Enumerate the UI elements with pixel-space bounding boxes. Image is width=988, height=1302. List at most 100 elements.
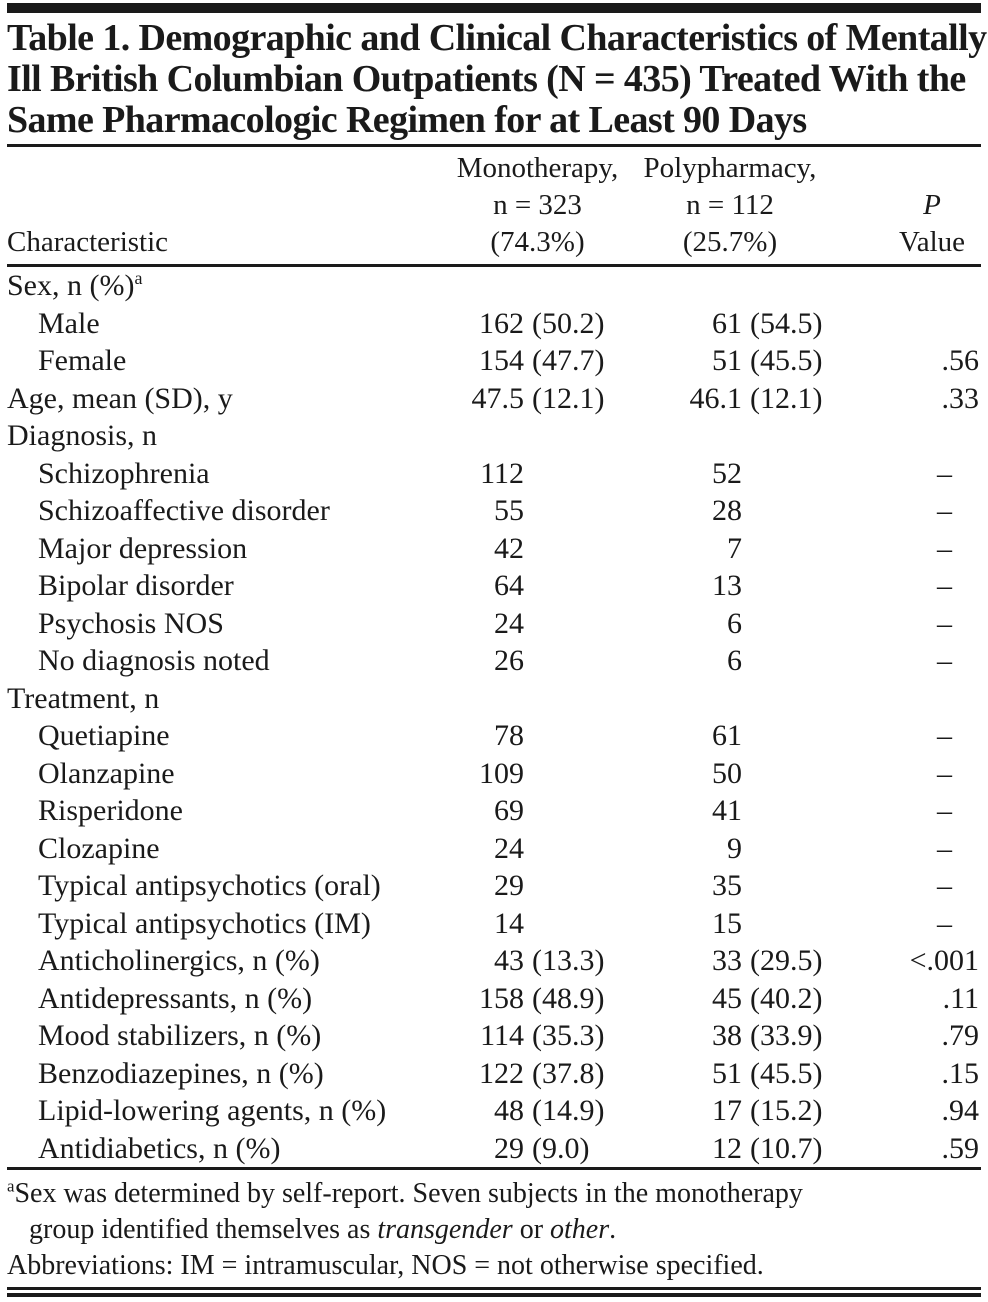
polypharmacy-percent-cell: (45.5)	[750, 1056, 823, 1090]
table-row: Typical antipsychotics (oral) 29 35 –	[7, 867, 981, 905]
monotherapy-header-line-3: (74.3%)	[490, 226, 585, 258]
polypharmacy-percent-cell: (12.1)	[750, 381, 823, 415]
monotherapy-percent-cell	[524, 492, 621, 530]
polypharmacy-percent-cell	[742, 605, 839, 643]
table-row: Olanzapine 109 50 –	[7, 755, 981, 793]
table-row: Typical antipsychotics (IM) 14 15 –	[7, 905, 981, 943]
monotherapy-count-cell: 122	[479, 1056, 524, 1090]
polypharmacy-percent-cell	[742, 792, 839, 830]
row-label-text: Female	[38, 344, 127, 377]
monotherapy-count-cell: 42	[494, 531, 524, 565]
row-label: Schizophrenia	[7, 455, 454, 493]
column-header-polypharmacy: Polypharmacy, n = 112 (25.7%)	[621, 150, 839, 261]
polypharmacy-percent-cell: (45.5)	[750, 344, 823, 377]
row-label-text: Mood stabilizers, n (%)	[38, 1019, 322, 1052]
p-value-cell: –	[937, 644, 953, 677]
monotherapy-count-cell: 64	[494, 569, 524, 602]
polypharmacy-count-cell: 52	[712, 456, 742, 490]
row-label-text: Psychosis NOS	[38, 606, 224, 640]
monotherapy-header-line-2: n = 323	[493, 189, 582, 221]
polypharmacy-header-line-2: n = 112	[686, 189, 774, 221]
p-value-cell	[839, 267, 979, 305]
monotherapy-percent-cell	[524, 567, 621, 605]
polypharmacy-count-cell: 41	[712, 794, 742, 827]
polypharmacy-percent-cell	[742, 830, 839, 868]
polypharmacy-percent-cell	[742, 417, 839, 455]
column-header-monotherapy: Monotherapy, n = 323 (74.3%)	[454, 150, 621, 261]
row-label-text: Bipolar disorder	[38, 569, 234, 602]
table-row: No diagnosis noted 26 6 –	[7, 642, 981, 680]
polypharmacy-percent-cell	[742, 267, 839, 305]
row-label: No diagnosis noted	[7, 642, 454, 680]
p-value-cell: –	[937, 719, 953, 752]
row-label-text: Schizophrenia	[38, 456, 210, 490]
monotherapy-percent-cell	[524, 830, 621, 868]
footnote-a-text-continued: group identified themselves as	[29, 1214, 378, 1245]
table-row: Lipid-lowering agents, n (%) 48 (14.9) 1…	[7, 1092, 981, 1130]
monotherapy-count-cell: 48	[494, 1094, 524, 1127]
row-label-text: Olanzapine	[38, 756, 175, 790]
table-title-line-2: Ill British Columbian Outpatients (N = 4…	[7, 58, 966, 100]
polypharmacy-percent-cell	[742, 867, 839, 905]
row-label-text: Major depression	[38, 531, 248, 565]
polypharmacy-count-cell: 15	[712, 906, 742, 940]
p-value-cell: –	[937, 569, 953, 602]
footnote-a-marker: a	[7, 1176, 15, 1196]
table-row: Mood stabilizers, n (%) 114 (35.3) 38 (3…	[7, 1017, 981, 1055]
row-label-text: Sex, n (%)	[7, 269, 135, 302]
monotherapy-percent-cell: (47.7)	[532, 344, 605, 377]
row-label: Typical antipsychotics (IM)	[7, 905, 454, 943]
polypharmacy-percent-cell: (40.2)	[750, 981, 823, 1015]
monotherapy-percent-cell: (50.2)	[532, 306, 605, 340]
table-title-line-1: Table 1. Demographic and Clinical Charac…	[7, 17, 987, 59]
polypharmacy-count-cell	[621, 417, 742, 455]
p-value-cell: .56	[941, 344, 980, 377]
row-label: Male	[7, 305, 454, 343]
monotherapy-percent-cell: (37.8)	[532, 1056, 605, 1090]
polypharmacy-percent-cell: (54.5)	[750, 306, 823, 340]
monotherapy-percent-cell	[524, 717, 621, 755]
p-value-cell: .11	[942, 981, 979, 1015]
row-label-text: Risperidone	[38, 794, 183, 827]
polypharmacy-count-cell: 51	[712, 344, 742, 377]
monotherapy-percent-cell	[524, 455, 621, 493]
table-body: Sex, n (%)a Male 162 (50.2) 61 (54.5) Fe…	[7, 267, 981, 1167]
row-label: Treatment, n	[7, 680, 454, 718]
polypharmacy-count-cell	[621, 267, 742, 305]
row-label-text: Antidepressants, n (%)	[38, 981, 313, 1015]
row-label-text: Schizoaffective disorder	[38, 494, 330, 527]
table-row: Bipolar disorder 64 13 –	[7, 567, 981, 605]
table-row: Anticholinergics, n (%) 43 (13.3) 33 (29…	[7, 942, 981, 980]
row-label-text: Quetiapine	[38, 719, 170, 752]
p-value-cell: –	[937, 606, 953, 640]
monotherapy-percent-cell	[524, 792, 621, 830]
bottom-rule	[7, 1287, 981, 1297]
p-value-cell: –	[937, 494, 953, 527]
polypharmacy-percent-cell	[742, 567, 839, 605]
p-value-cell: .59	[941, 1131, 980, 1165]
monotherapy-percent-cell	[524, 867, 621, 905]
row-label: Risperidone	[7, 792, 454, 830]
monotherapy-count-cell: 162	[479, 306, 524, 340]
monotherapy-count-cell: 24	[494, 831, 524, 865]
polypharmacy-percent-cell	[742, 717, 839, 755]
monotherapy-count-cell	[454, 680, 524, 718]
monotherapy-count-cell: 114	[480, 1019, 524, 1052]
column-header-p-value: P Value	[839, 187, 979, 261]
polypharmacy-count-cell: 7	[727, 531, 742, 565]
polypharmacy-percent-cell	[742, 680, 839, 718]
row-label: Olanzapine	[7, 755, 454, 793]
polypharmacy-count-cell: 9	[727, 831, 742, 865]
p-value-cell: –	[937, 906, 953, 940]
table-row: Schizophrenia 112 52 –	[7, 455, 981, 493]
row-label: Psychosis NOS	[7, 605, 454, 643]
table-row: Clozapine 24 9 –	[7, 830, 981, 868]
polypharmacy-percent-cell	[742, 755, 839, 793]
footnote-a-text-mid: or	[512, 1214, 551, 1245]
p-value-cell: –	[937, 531, 953, 565]
polypharmacy-count-cell: 50	[712, 756, 742, 790]
row-label: Bipolar disorder	[7, 567, 454, 605]
p-value-cell: .15	[941, 1056, 980, 1090]
footnote-a-line-2: group identified themselves as transgend…	[7, 1212, 981, 1248]
